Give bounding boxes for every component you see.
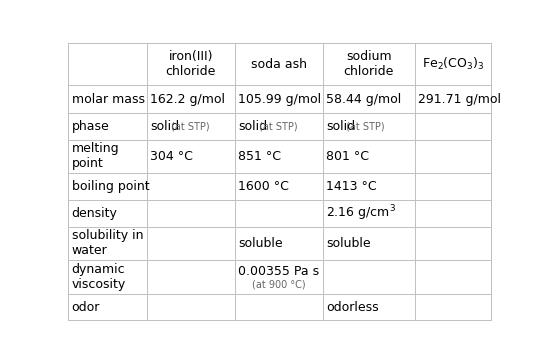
Text: soluble: soluble [326,237,371,250]
Text: 0.00355 Pa s: 0.00355 Pa s [238,265,319,278]
Text: molar mass: molar mass [72,93,145,106]
Text: solid: solid [150,120,180,133]
Text: 105.99 g/mol: 105.99 g/mol [238,93,321,106]
Text: 162.2 g/mol: 162.2 g/mol [150,93,225,106]
Text: Fe$_2$(CO$_3$)$_3$: Fe$_2$(CO$_3$)$_3$ [422,56,484,72]
Text: (at 900 °C): (at 900 °C) [252,279,306,289]
Text: 1600 °C: 1600 °C [238,180,289,193]
Text: 2.16 g/cm$^3$: 2.16 g/cm$^3$ [326,203,396,223]
Text: melting
point: melting point [72,143,119,171]
Text: odorless: odorless [326,301,378,314]
Text: solid: solid [238,120,268,133]
Text: 304 °C: 304 °C [150,150,193,163]
Text: dynamic
viscosity: dynamic viscosity [72,263,126,291]
Text: 1413 °C: 1413 °C [326,180,377,193]
Text: phase: phase [72,120,109,133]
Text: boiling point: boiling point [72,180,149,193]
Text: iron(III)
chloride: iron(III) chloride [166,50,216,78]
Text: solubility in
water: solubility in water [72,229,143,257]
Text: soda ash: soda ash [251,58,307,71]
Text: 291.71 g/mol: 291.71 g/mol [418,93,501,106]
Text: sodium
chloride: sodium chloride [343,50,394,78]
Text: 58.44 g/mol: 58.44 g/mol [326,93,401,106]
Text: solid: solid [326,120,355,133]
Text: odor: odor [72,301,100,314]
Text: (at STP): (at STP) [346,121,385,131]
Text: 851 °C: 851 °C [238,150,281,163]
Text: (at STP): (at STP) [171,121,209,131]
Text: soluble: soluble [238,237,283,250]
Text: 801 °C: 801 °C [326,150,369,163]
Text: density: density [72,207,117,220]
Text: (at STP): (at STP) [258,121,297,131]
